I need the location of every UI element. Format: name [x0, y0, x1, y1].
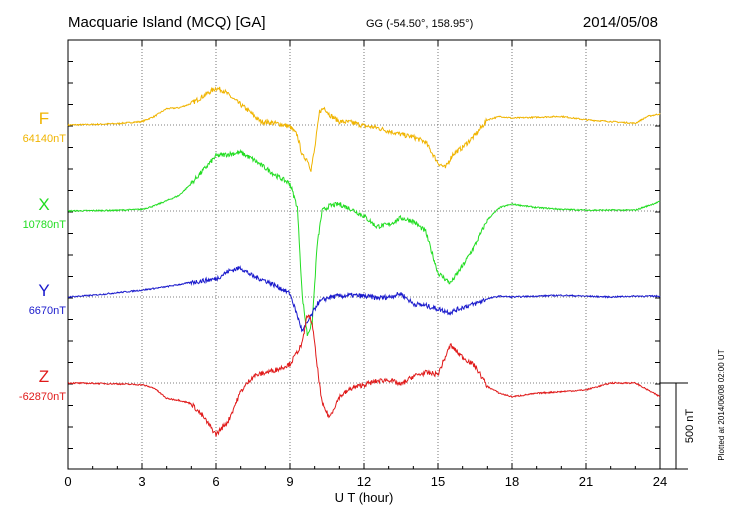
- series-line-z: [67, 314, 661, 437]
- scale-bar: 500 nT: [660, 382, 696, 470]
- series-baseline-x: 10780nT: [23, 219, 67, 231]
- x-tick-label: 6: [212, 474, 219, 489]
- series-name-z: Z: [39, 367, 49, 386]
- plot-frame: [67, 39, 661, 470]
- x-tick-label: 12: [357, 474, 371, 489]
- plotted-at-label: Plotted at 2014/06/08 02:00 UT: [717, 349, 726, 460]
- x-tick-label: 24: [653, 474, 667, 489]
- x-tick-label: 18: [505, 474, 519, 489]
- series-group: [67, 86, 661, 437]
- series-line-f: [67, 86, 661, 172]
- x-tick-label: 21: [579, 474, 593, 489]
- x-axis: 0 3 6 9 12 15 18 21 24: [64, 40, 667, 489]
- series-name-y: Y: [38, 281, 49, 300]
- series-baseline-y: 6670nT: [29, 305, 67, 317]
- x-tick-label: 3: [138, 474, 145, 489]
- series-name-x: X: [38, 195, 49, 214]
- series-line-y: [68, 265, 661, 333]
- x-tick-label: 9: [286, 474, 293, 489]
- series-baseline-z: -62870nT: [19, 391, 66, 403]
- series-baseline-f: 64140nT: [23, 133, 67, 145]
- date-label: 2014/05/08: [583, 14, 658, 31]
- x-tick-label: 15: [431, 474, 445, 489]
- x-tick-label: 0: [64, 474, 71, 489]
- x-axis-label: U T (hour): [335, 490, 394, 505]
- station-title: Macquarie Island (MCQ) [GA]: [68, 14, 266, 31]
- scale-bar-label: 500 nT: [684, 409, 696, 444]
- series-labels: F 64140nT X 10780nT Y 6670nT Z -62870nT: [19, 109, 66, 403]
- coordinates-label: GG (-54.50°, 158.95°): [366, 18, 473, 30]
- series-name-f: F: [39, 109, 49, 128]
- series-line-x: [67, 148, 661, 337]
- plot-grid: [68, 40, 660, 469]
